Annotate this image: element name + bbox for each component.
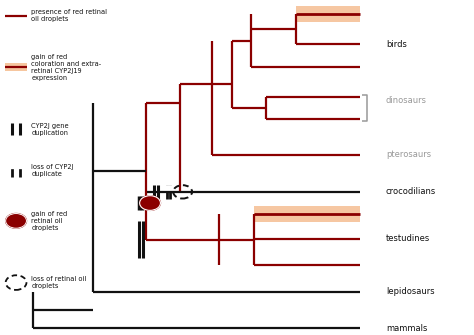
Text: dinosaurs: dinosaurs xyxy=(386,96,427,105)
Circle shape xyxy=(140,196,160,210)
Text: birds: birds xyxy=(386,40,407,49)
Text: mammals: mammals xyxy=(386,324,427,333)
FancyBboxPatch shape xyxy=(5,63,27,71)
FancyBboxPatch shape xyxy=(296,6,360,22)
Text: loss of retinal oil
droplets: loss of retinal oil droplets xyxy=(31,276,87,289)
Text: lepidosaurs: lepidosaurs xyxy=(386,287,435,296)
Text: testudines: testudines xyxy=(386,234,430,243)
Text: crocodilians: crocodilians xyxy=(386,187,436,196)
Text: pterosaurs: pterosaurs xyxy=(386,150,431,159)
Text: loss of CYP2J
duplicate: loss of CYP2J duplicate xyxy=(31,164,74,178)
Text: gain of red
retinal oil
droplets: gain of red retinal oil droplets xyxy=(31,211,68,231)
FancyBboxPatch shape xyxy=(255,206,360,222)
Text: gain of red
coloration and extra-
retinal CYP2J19
expression: gain of red coloration and extra- retina… xyxy=(31,54,101,81)
Circle shape xyxy=(6,213,27,228)
Text: CYP2J gene
duplication: CYP2J gene duplication xyxy=(31,123,69,136)
Text: presence of red retinal
oil droplets: presence of red retinal oil droplets xyxy=(31,9,108,22)
